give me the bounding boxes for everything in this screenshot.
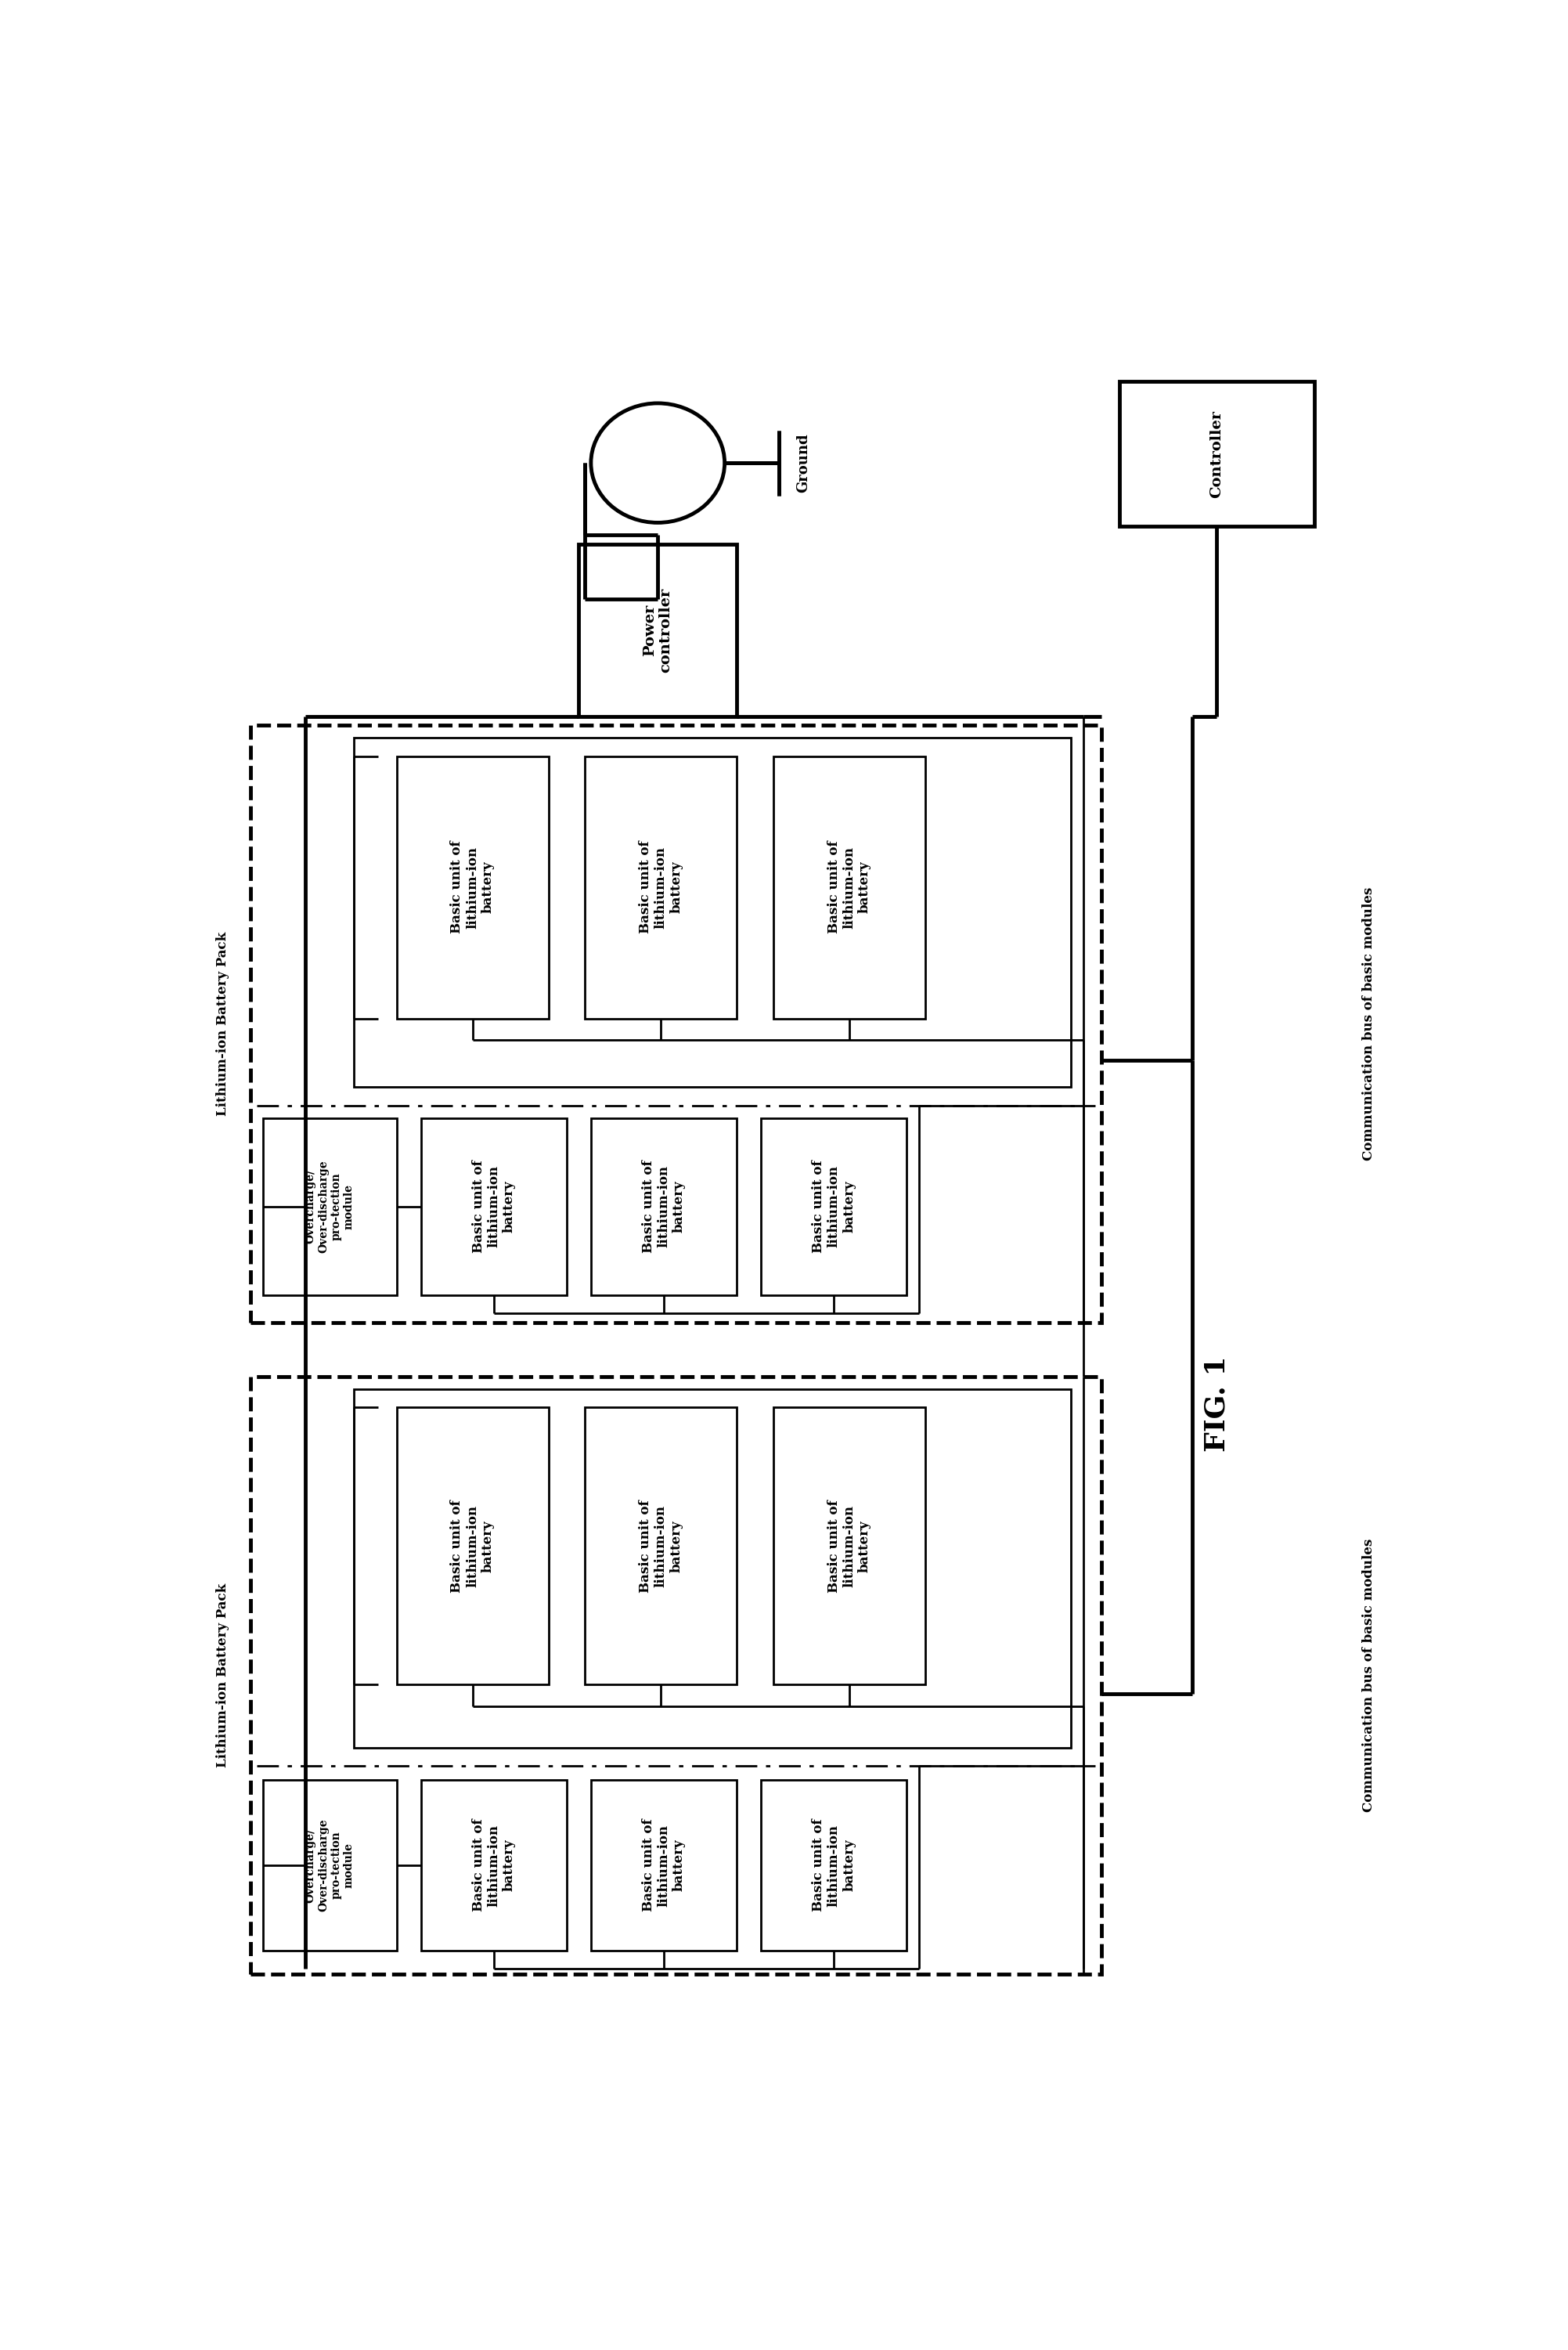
Ellipse shape (591, 404, 724, 522)
Text: Load: Load (649, 437, 666, 489)
Text: Lithium-ion Battery Pack: Lithium-ion Battery Pack (216, 1584, 229, 1767)
Bar (760, 1781, 906, 1950)
Bar (354, 738, 1071, 1088)
Bar (585, 1408, 737, 1685)
Bar (1120, 381, 1314, 526)
Bar (420, 1781, 566, 1950)
Text: Basic unit of
lithium-ion
battery: Basic unit of lithium-ion battery (450, 841, 494, 933)
Text: Basic unit of
lithium-ion
battery: Basic unit of lithium-ion battery (641, 1819, 685, 1913)
Text: Basic unit of
lithium-ion
battery: Basic unit of lithium-ion battery (472, 1161, 516, 1253)
Bar (760, 1119, 906, 1295)
Bar (773, 757, 925, 1018)
Text: Basic unit of
lithium-ion
battery: Basic unit of lithium-ion battery (812, 1161, 856, 1253)
Bar (263, 1781, 397, 1950)
Bar (251, 1377, 1101, 1974)
Bar (420, 1119, 566, 1295)
Text: FIG. 1: FIG. 1 (1204, 1356, 1229, 1452)
Bar (397, 1408, 549, 1685)
Bar (591, 1119, 737, 1295)
Text: Communication bus of basic modules: Communication bus of basic modules (1363, 888, 1375, 1161)
Text: Communication bus of basic modules: Communication bus of basic modules (1363, 1539, 1375, 1812)
Text: Basic unit of
lithium-ion
battery: Basic unit of lithium-ion battery (638, 1499, 682, 1593)
Text: Ground: Ground (797, 432, 811, 493)
Bar (773, 1408, 925, 1685)
Bar (397, 757, 549, 1018)
Text: Basic unit of
lithium-ion
battery: Basic unit of lithium-ion battery (638, 841, 682, 933)
Text: Basic unit of
lithium-ion
battery: Basic unit of lithium-ion battery (472, 1819, 516, 1913)
Text: Basic unit of
lithium-ion
battery: Basic unit of lithium-ion battery (828, 841, 872, 933)
Text: Overcharge/
Over-discharge
pro-tection
module: Overcharge/ Over-discharge pro-tection m… (306, 1819, 354, 1913)
Text: Basic unit of
lithium-ion
battery: Basic unit of lithium-ion battery (641, 1161, 685, 1253)
Text: Controller: Controller (1210, 409, 1223, 498)
Bar (251, 726, 1101, 1323)
Bar (354, 1389, 1071, 1748)
Text: Basic unit of
lithium-ion
battery: Basic unit of lithium-ion battery (828, 1499, 872, 1593)
Bar (585, 757, 737, 1018)
Text: Power
controller: Power controller (643, 588, 673, 672)
Text: Lithium-ion Battery Pack: Lithium-ion Battery Pack (216, 933, 229, 1116)
Text: Basic unit of
lithium-ion
battery: Basic unit of lithium-ion battery (450, 1499, 494, 1593)
Bar (263, 1119, 397, 1295)
Text: Basic unit of
lithium-ion
battery: Basic unit of lithium-ion battery (812, 1819, 856, 1913)
Bar (591, 1781, 737, 1950)
Bar (579, 545, 737, 717)
Text: Overcharge/
Over-discharge
pro-tection
module: Overcharge/ Over-discharge pro-tection m… (306, 1161, 354, 1253)
